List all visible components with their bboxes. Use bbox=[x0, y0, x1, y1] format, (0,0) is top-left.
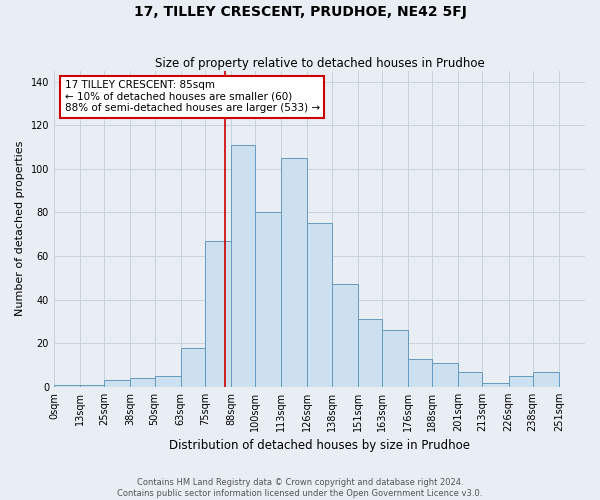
Bar bbox=[281, 158, 307, 387]
Bar bbox=[205, 241, 231, 387]
Text: Contains HM Land Registry data © Crown copyright and database right 2024.
Contai: Contains HM Land Registry data © Crown c… bbox=[118, 478, 482, 498]
Bar bbox=[54, 384, 80, 387]
Text: 17, TILLEY CRESCENT, PRUDHOE, NE42 5FJ: 17, TILLEY CRESCENT, PRUDHOE, NE42 5FJ bbox=[134, 5, 466, 19]
Text: 17 TILLEY CRESCENT: 85sqm
← 10% of detached houses are smaller (60)
88% of semi-: 17 TILLEY CRESCENT: 85sqm ← 10% of detac… bbox=[65, 80, 320, 114]
Y-axis label: Number of detached properties: Number of detached properties bbox=[15, 141, 25, 316]
X-axis label: Distribution of detached houses by size in Prudhoe: Distribution of detached houses by size … bbox=[169, 440, 470, 452]
Bar bbox=[382, 330, 408, 387]
Bar bbox=[482, 382, 509, 387]
Bar bbox=[358, 320, 382, 387]
Bar bbox=[509, 376, 533, 387]
Bar bbox=[432, 363, 458, 387]
Bar bbox=[231, 145, 255, 387]
Bar bbox=[130, 378, 155, 387]
Title: Size of property relative to detached houses in Prudhoe: Size of property relative to detached ho… bbox=[155, 56, 484, 70]
Bar bbox=[307, 224, 332, 387]
Bar bbox=[181, 348, 205, 387]
Bar bbox=[80, 384, 104, 387]
Bar bbox=[408, 358, 432, 387]
Bar bbox=[104, 380, 130, 387]
Bar bbox=[458, 372, 482, 387]
Bar bbox=[155, 376, 181, 387]
Bar bbox=[255, 212, 281, 387]
Bar bbox=[533, 372, 559, 387]
Bar bbox=[332, 284, 358, 387]
